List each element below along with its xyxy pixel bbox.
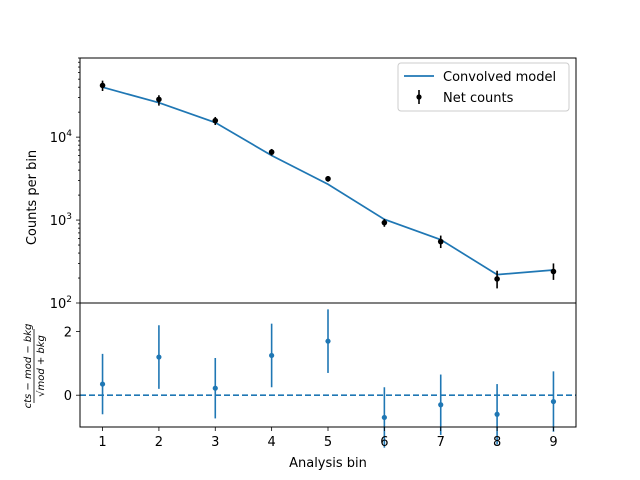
xtick-label: 4 [267,435,275,450]
residual-point [494,411,500,417]
residuals-layer [99,309,557,448]
net-counts-point [494,276,500,282]
residual-point [212,385,218,391]
residual-point [99,381,106,387]
xtick-label: 3 [211,435,219,450]
legend-model-label: Convolved model [443,70,556,85]
residual-point [269,352,275,359]
xtick-label: 6 [380,435,388,450]
legend: Convolved model Net counts [397,62,570,112]
x-axis-label: Analysis bin [289,456,367,471]
residuals-ylabel-numerator: cts − mod − bkg [23,324,34,409]
xtick-label: 5 [324,435,332,450]
residuals-ticks [76,331,554,431]
net-counts-point [550,268,557,275]
net-counts-point [99,82,106,89]
residual-point [156,354,162,360]
net-counts-point [268,149,275,155]
main-ytick-label: 102 [50,295,72,312]
xtick-label: 1 [98,435,106,450]
xtick-label: 7 [437,435,445,450]
residual-point [550,398,557,405]
residuals-xtick-labels: 1 2 3 4 5 6 7 8 9 [98,435,557,450]
model-line-layer [102,86,554,276]
main-major-ticks [76,136,80,304]
legend-counts-label: Net counts [443,91,514,106]
residuals-ylabel-denominator: √mod + bkg [36,335,47,397]
net-counts-point [381,219,388,226]
net-counts-layer [99,80,557,289]
main-ytick-exponent: 3 [66,212,72,222]
main-ytick-exponent: 2 [66,295,72,305]
residual-point [381,414,387,421]
legend-box [397,62,570,112]
residuals-axes-frame [79,302,577,428]
net-counts-point [325,175,331,182]
legend-counts-marker [416,94,422,100]
main-ytick-exponent: 4 [66,129,72,139]
residual-point [325,338,331,344]
main-ytick-base: 10 [50,297,67,312]
net-counts-point [437,238,444,245]
xtick-label: 2 [155,435,163,450]
residuals-ytick-labels: 02 [64,326,72,405]
main-ytick-base: 10 [50,214,67,229]
residual-ytick-label: 2 [64,326,72,341]
net-counts-point [156,96,162,103]
main-ytick-label: 104 [50,129,73,146]
xtick-label: 8 [493,435,501,450]
xtick-label: 9 [549,435,557,450]
main-ytick-base: 10 [50,131,67,146]
net-counts-point [212,117,219,124]
main-ytick-label: 103 [50,212,72,229]
residuals-y-axis-label: cts − mod − bkg √mod + bkg [23,324,47,409]
residual-ytick-label: 0 [64,389,72,404]
model-line [102,86,554,276]
residual-point [438,402,444,408]
main-y-axis-label: Counts per bin [25,150,40,245]
